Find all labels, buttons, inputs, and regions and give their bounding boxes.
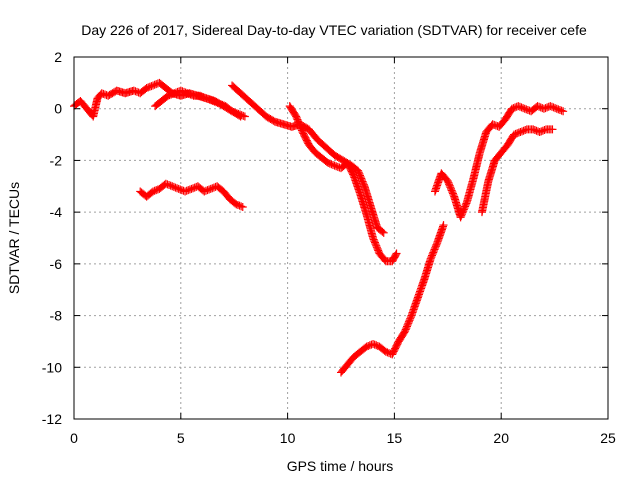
y-tick-label: -8 (50, 308, 63, 324)
y-tick-label: 2 (54, 49, 62, 65)
data-points (70, 78, 568, 377)
data-point (240, 112, 249, 121)
x-tick-label: 0 (70, 430, 78, 446)
grid-lines (74, 57, 608, 419)
data-point (392, 249, 401, 258)
data-point (559, 107, 568, 116)
tick-marks (73, 56, 609, 420)
y-axis-label: SDTVAR / TECUs (6, 182, 22, 294)
y-tick-label: -2 (50, 152, 63, 168)
data-point (378, 227, 387, 236)
y-tick-label: -6 (50, 256, 63, 272)
x-tick-label: 25 (600, 430, 616, 446)
data-point (391, 250, 400, 259)
x-tick-label: 5 (177, 430, 185, 446)
data-point (548, 125, 557, 134)
data-point (557, 106, 566, 115)
x-tick-label: 20 (493, 430, 509, 446)
y-tick-label: -10 (42, 359, 62, 375)
data-point (439, 221, 448, 230)
data-point (237, 202, 246, 211)
data-point (238, 202, 247, 211)
plot-frame (73, 56, 609, 420)
x-tick-labels: 0 5 10 15 20 25 (70, 430, 616, 446)
data-point (239, 111, 248, 120)
data-point (379, 228, 388, 237)
x-tick-label: 15 (387, 430, 403, 446)
y-tick-label: -4 (50, 204, 63, 220)
x-axis-label: GPS time / hours (287, 458, 394, 474)
chart-title: Day 226 of 2017, Sidereal Day-to-day VTE… (81, 22, 587, 38)
y-tick-label: 0 (54, 101, 62, 117)
y-tick-labels: -12 -10 -8 -6 -4 -2 0 2 (42, 49, 62, 427)
x-tick-label: 10 (280, 430, 296, 446)
y-tick-label: -12 (42, 411, 62, 427)
